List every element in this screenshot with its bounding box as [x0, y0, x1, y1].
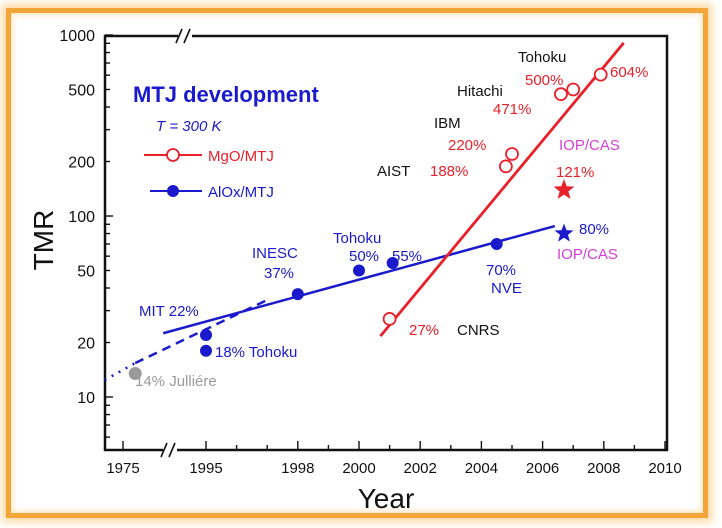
legend-label-alox: AlOx/MTJ — [208, 184, 274, 201]
mgo-point — [554, 87, 568, 102]
ann-500: 500% — [525, 72, 563, 89]
y-tick-label: 1000 — [59, 28, 95, 45]
x-tick-label: 1995 — [189, 460, 222, 477]
y-tick-label: 100 — [68, 209, 95, 226]
iop-cas-alox-star — [554, 223, 574, 242]
y-tick-label: 20 — [77, 336, 95, 353]
alox-point — [353, 264, 365, 277]
ann-aist: AIST — [377, 163, 410, 180]
ann-iop-blue: IOP/CAS — [557, 246, 618, 263]
alox-point — [386, 256, 399, 269]
y-tick-label: 10 — [77, 390, 95, 407]
ann-27: 27% — [409, 322, 439, 339]
ann-604: 604% — [610, 64, 648, 81]
ann-50: 50% — [349, 248, 379, 265]
ann-121: 121% — [556, 164, 594, 181]
x-tick-label: 1998 — [281, 460, 314, 477]
y-tick-label: 500 — [68, 82, 95, 99]
mgo-point — [593, 67, 608, 82]
axis-break-gap — [178, 32, 192, 40]
mgo-fit-line — [379, 42, 625, 337]
alox-point — [200, 344, 212, 357]
mgo-point — [566, 82, 581, 97]
julliere-point — [128, 367, 142, 381]
x-tick-label: 2002 — [404, 460, 437, 477]
y-tick-label: 200 — [68, 155, 95, 172]
ann-188: 188% — [430, 163, 468, 180]
alox-point — [291, 288, 304, 301]
x-tick-label: 2000 — [342, 460, 375, 477]
y-tick-label: 50 — [77, 263, 95, 280]
dotted-extrapolation-line — [104, 361, 136, 382]
ann-iop-red: IOP/CAS — [559, 137, 620, 154]
mgo-point — [498, 159, 513, 174]
ann-nve-pct: 70% — [486, 262, 516, 279]
ann-220: 220% — [448, 137, 486, 154]
mgo-point — [382, 312, 397, 326]
axis-break-mark — [183, 28, 191, 44]
plot-border — [103, 34, 669, 452]
ann-tohoku18: 18% Tohoku — [215, 344, 297, 361]
marks — [104, 42, 625, 382]
ann-55: 55% — [392, 248, 422, 265]
chart-frame — [6, 8, 708, 518]
axis-break-gap — [163, 446, 177, 454]
x-tick-label: 2004 — [465, 460, 498, 477]
chart-subtitle: T = 300 K — [156, 118, 222, 135]
ann-ibm: IBM — [434, 115, 461, 132]
mgo-point — [505, 147, 519, 161]
legend-marker-mgo — [166, 148, 180, 162]
x-axis-label: Year — [358, 483, 415, 514]
axes: 10 20 50 100 200 500 1000 1975 1995 1998 2000 2002 2… — [59, 28, 681, 477]
ann-37: 37% — [264, 265, 294, 282]
x-tick-label: 1975 — [106, 460, 139, 477]
ann-hitachi: Hitachi — [457, 83, 503, 100]
ann-tohoku-top: Tohoku — [518, 49, 566, 66]
annotations: MTJ development T = 300 K MgO/MTJ AlOx/M… — [28, 49, 648, 514]
ann-julliere: 14% Julliére — [135, 373, 217, 390]
legend-marker-alox — [167, 185, 179, 197]
x-tick-label: 2010 — [648, 460, 681, 477]
iop-cas-mgo-star — [553, 179, 575, 199]
x-tick-label: 2008 — [587, 460, 620, 477]
alox-point — [200, 329, 212, 342]
ann-mit: MIT 22% — [139, 303, 199, 320]
ann-tohoku-mid: Tohoku — [333, 230, 381, 247]
alox-point — [490, 238, 503, 251]
ann-80: 80% — [579, 221, 609, 238]
ann-471: 471% — [493, 101, 531, 118]
axis-break-mark — [160, 442, 168, 458]
ann-nve: NVE — [491, 280, 522, 297]
ann-inesc: INESC — [252, 245, 298, 262]
axis-break-mark — [168, 442, 176, 458]
ann-cnrs: CNRS — [457, 322, 500, 339]
axis-break-mark — [175, 28, 183, 44]
alox-fit-line — [162, 224, 556, 335]
chart-title: MTJ development — [133, 82, 319, 107]
y-axis-label: TMR — [28, 210, 59, 271]
legend-label-mgo: MgO/MTJ — [208, 148, 274, 165]
x-tick-label: 2006 — [526, 460, 559, 477]
